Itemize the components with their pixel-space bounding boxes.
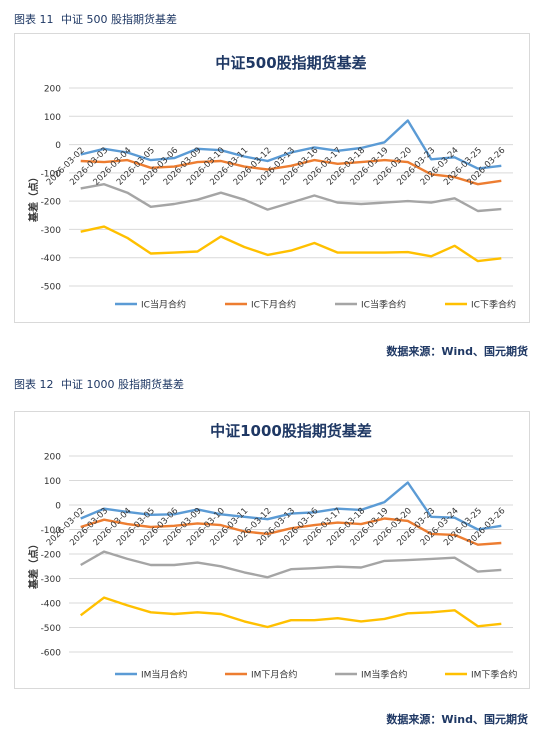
legend-label: IM当季合约: [361, 669, 407, 681]
y-tick-label: -200: [41, 551, 62, 561]
figure-12-title: 中证 1000 股指期货基差: [61, 378, 184, 391]
y-tick-label: -200: [41, 198, 62, 208]
legend-label: IM下季合约: [471, 669, 517, 681]
chart-ic-basis: 中证500股指期货基差 200 100 0 -100 -200 -300 -400 -500 基差…: [27, 54, 516, 311]
y-tick-label: -100: [41, 169, 62, 179]
series-line: [79, 596, 502, 629]
y-tick-label: -500: [41, 283, 62, 293]
series-line: [80, 550, 502, 579]
y-axis-label: 基差（点）: [27, 539, 40, 590]
series-line: [80, 119, 502, 170]
chart-ic-container: 中证500股指期货基差 200 100 0 -100 -200 -300 -400 -500 基差…: [14, 33, 530, 323]
figure-12-label: 图表 12: [14, 378, 54, 391]
y-tick-label: -600: [41, 649, 62, 659]
figure-11-label: 图表 11: [14, 13, 54, 26]
y-axis-label: 基差（点）: [27, 172, 40, 223]
legend-label: IM当月合约: [141, 669, 187, 681]
chart-im-container: 中证1000股指期货基差 200 100 0 -100 -200 -300 -400 -500 -…: [14, 411, 530, 689]
legend-label: IC下季合约: [471, 299, 516, 311]
legend-label: IM下月合约: [251, 669, 297, 681]
y-tick-label: 0: [55, 502, 61, 512]
series-line: [80, 481, 502, 531]
y-tick-label: -400: [41, 600, 62, 610]
legend-label: IC当季合约: [361, 299, 406, 311]
series-line: [80, 517, 502, 546]
legend-label: IC当月合约: [141, 299, 186, 311]
chart-title: 中证1000股指期货基差: [210, 422, 372, 440]
series-line: [80, 158, 502, 186]
chart-title: 中证500股指期货基差: [215, 54, 366, 72]
y-tick-label: -500: [41, 624, 62, 634]
figure-12-source: 数据来源：Wind、国元期货: [386, 713, 528, 726]
figure-11-title: 中证 500 股指期货基差: [61, 13, 177, 26]
figure-11-source: 数据来源：Wind、国元期货: [386, 345, 528, 358]
legend-label: IC下月合约: [251, 299, 296, 311]
y-tick-label: 100: [44, 113, 61, 123]
series-line: [80, 225, 502, 263]
y-tick-label: 200: [44, 453, 61, 463]
y-tick-label: -400: [41, 254, 62, 264]
y-tick-label: 100: [44, 477, 61, 487]
chart-im-basis: 中证1000股指期货基差 200 100 0 -100 -200 -300 -400 -500 -…: [27, 422, 517, 681]
y-tick-label: 200: [44, 85, 61, 95]
series-line: [80, 182, 502, 213]
figure-12-caption: 图表 12 中证 1000 股指期货基差: [14, 376, 190, 392]
y-tick-label: -100: [41, 526, 62, 536]
y-tick-label: 0: [55, 141, 61, 151]
figure-11-caption: 图表 11 中证 500 股指期货基差: [14, 11, 183, 27]
y-tick-label: -300: [41, 575, 62, 585]
y-tick-label: -300: [41, 226, 62, 236]
